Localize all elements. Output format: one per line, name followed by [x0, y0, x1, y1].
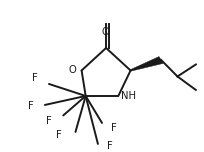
Text: O: O — [101, 27, 109, 37]
Text: F: F — [107, 141, 113, 151]
Polygon shape — [130, 57, 163, 71]
Text: F: F — [32, 73, 38, 83]
Text: NH: NH — [121, 91, 136, 101]
Text: O: O — [69, 66, 76, 75]
Text: F: F — [56, 130, 62, 140]
Text: F: F — [111, 123, 117, 133]
Text: F: F — [28, 101, 33, 111]
Text: F: F — [46, 116, 52, 126]
